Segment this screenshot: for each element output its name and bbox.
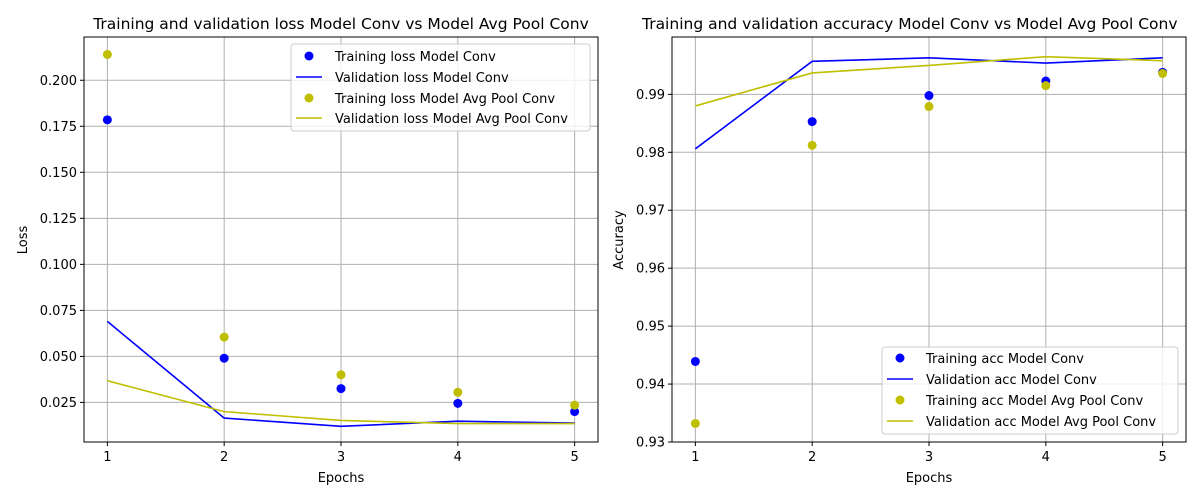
loss-x-tick-label: 1 xyxy=(103,450,111,465)
accuracy-x-tick-label: 1 xyxy=(691,450,699,465)
loss-training-loss-model-avg-pool-conv-point xyxy=(219,332,229,342)
loss-y-tick-label: 0.025 xyxy=(40,396,77,411)
loss-y-tick-label: 0.150 xyxy=(40,166,77,181)
accuracy-y-tick-label: 0.99 xyxy=(636,88,665,103)
accuracy-legend-label-validation-avgpool: Validation acc Model Avg Pool Conv xyxy=(926,415,1156,430)
accuracy-legend-marker-training-conv xyxy=(895,353,905,363)
loss-training-loss-model-avg-pool-conv-point xyxy=(336,370,346,380)
accuracy-training-acc-model-conv-point xyxy=(924,91,934,101)
loss-x-tick-label: 3 xyxy=(337,450,345,465)
accuracy-training-acc-model-conv-point xyxy=(807,117,817,127)
loss-marks xyxy=(102,49,580,428)
loss-training-loss-model-avg-pool-conv-point xyxy=(453,387,463,397)
loss-legend-label-validation-conv: Validation loss Model Conv xyxy=(335,71,509,86)
loss-legend-box xyxy=(290,43,591,132)
accuracy-training-acc-model-avg-pool-conv-point xyxy=(1041,81,1051,91)
accuracy-marks xyxy=(690,55,1168,428)
loss-legend: Training loss Model Conv Validation loss… xyxy=(290,43,591,132)
loss-training-loss-model-conv-point xyxy=(336,384,346,394)
loss-training-loss-model-conv-point xyxy=(102,115,112,125)
loss-legend-label-training-conv: Training loss Model Conv xyxy=(334,50,496,65)
loss-chart: 1 2 3 4 5 0.025 0.050 0.075 0.100 0.125 0.150 0.175… xyxy=(16,15,599,486)
accuracy-legend-label-training-conv: Training acc Model Conv xyxy=(925,352,1084,367)
loss-legend-marker-training-avgpool xyxy=(304,93,314,103)
loss-ticks: 1 2 3 4 5 0.025 0.050 0.075 0.100 0.125 0.150 0.175… xyxy=(40,74,579,465)
accuracy-y-tick-label: 0.95 xyxy=(636,320,665,335)
loss-training-loss-model-avg-pool-conv-point xyxy=(102,49,112,59)
accuracy-ticks: 1 2 3 4 5 0.93 0.94 0.95 0.96 0.97 0.98 0.99 xyxy=(636,88,1167,465)
accuracy-legend-marker-training-avgpool xyxy=(895,395,905,405)
accuracy-legend-box xyxy=(881,346,1179,435)
accuracy-legend: Training acc Model Conv Validation acc M… xyxy=(881,346,1179,435)
loss-x-axis-label: Epochs xyxy=(318,471,365,486)
loss-legend-label-validation-avgpool: Validation loss Model Avg Pool Conv xyxy=(335,112,568,127)
loss-legend-label-training-avgpool: Training loss Model Avg Pool Conv xyxy=(334,92,555,107)
accuracy-legend-label-training-avgpool: Training acc Model Avg Pool Conv xyxy=(925,394,1143,409)
accuracy-x-axis-label: Epochs xyxy=(906,471,953,486)
loss-training-loss-model-conv-point xyxy=(219,353,229,363)
loss-x-tick-label: 2 xyxy=(220,450,228,465)
loss-y-tick-label: 0.125 xyxy=(40,212,77,227)
accuracy-x-tick-label: 2 xyxy=(808,450,816,465)
accuracy-y-tick-label: 0.96 xyxy=(636,262,665,277)
loss-x-tick-label: 4 xyxy=(454,450,462,465)
loss-legend-marker-training-conv xyxy=(304,51,314,61)
accuracy-y-tick-label: 0.97 xyxy=(636,204,665,219)
accuracy-training-acc-model-conv-point xyxy=(690,356,700,366)
accuracy-legend-label-validation-conv: Validation acc Model Conv xyxy=(926,373,1097,388)
accuracy-training-acc-model-avg-pool-conv-point xyxy=(1158,69,1168,79)
loss-validation-loss-model-conv-line xyxy=(106,320,575,428)
loss-training-loss-model-avg-pool-conv-point xyxy=(570,400,580,410)
loss-x-tick-label: 5 xyxy=(570,450,578,465)
accuracy-validation-acc-model-avg-pool-conv-line xyxy=(695,55,1163,107)
loss-y-tick-label: 0.100 xyxy=(40,258,77,273)
accuracy-training-acc-model-avg-pool-conv-point xyxy=(807,140,817,150)
accuracy-validation-acc-model-conv-line xyxy=(694,57,1163,150)
loss-y-axis-label: Loss xyxy=(16,226,31,255)
accuracy-x-tick-label: 5 xyxy=(1158,450,1166,465)
accuracy-y-tick-label: 0.93 xyxy=(636,436,665,451)
accuracy-chart-title: Training and validation accuracy Model C… xyxy=(641,15,1178,33)
accuracy-y-tick-label: 0.94 xyxy=(636,378,665,393)
accuracy-training-acc-model-avg-pool-conv-point xyxy=(924,102,934,112)
loss-y-tick-label: 0.050 xyxy=(40,350,77,365)
loss-validation-loss-model-avg-pool-conv-line xyxy=(107,379,575,425)
loss-y-tick-label: 0.200 xyxy=(40,74,77,89)
accuracy-y-axis-label: Accuracy xyxy=(612,210,627,270)
accuracy-training-acc-model-avg-pool-conv-point xyxy=(690,418,700,428)
accuracy-y-tick-label: 0.98 xyxy=(636,146,665,161)
accuracy-x-tick-label: 4 xyxy=(1042,450,1050,465)
loss-training-loss-model-conv-point xyxy=(570,407,580,417)
loss-chart-title: Training and validation loss Model Conv … xyxy=(92,15,589,33)
loss-y-tick-label: 0.075 xyxy=(40,304,77,319)
loss-y-tick-label: 0.175 xyxy=(40,120,77,135)
accuracy-x-tick-label: 3 xyxy=(925,450,933,465)
accuracy-chart: 1 2 3 4 5 0.93 0.94 0.95 0.96 0.97 0.98 0.99 Traini… xyxy=(612,15,1187,486)
loss-training-loss-model-conv-point xyxy=(453,398,463,408)
